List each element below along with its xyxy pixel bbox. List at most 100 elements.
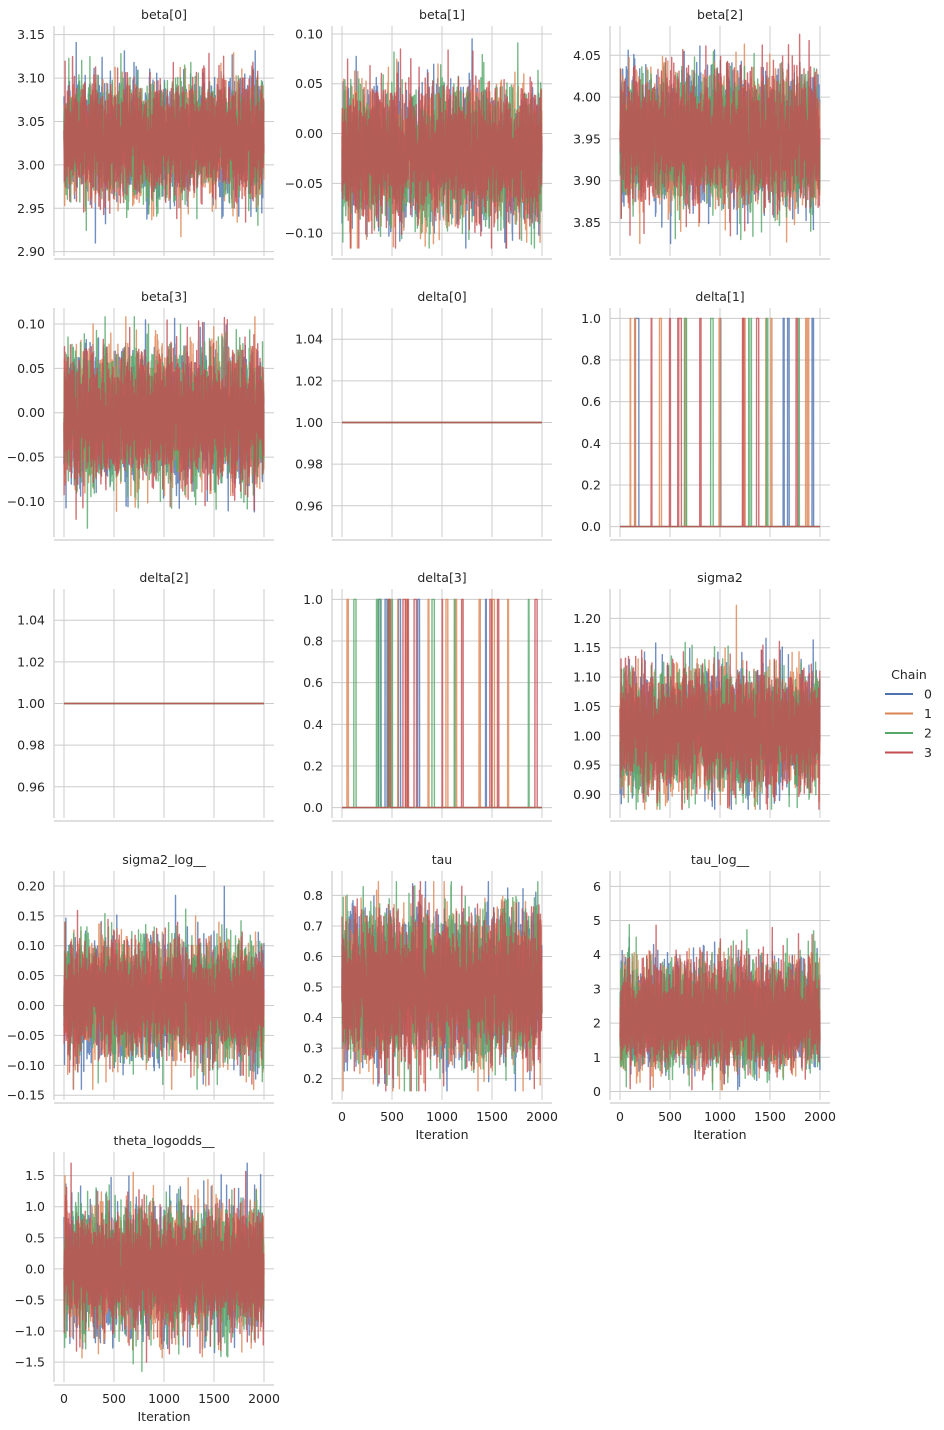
panel-title: tau xyxy=(432,852,452,867)
y-tick-label: 3.90 xyxy=(573,173,601,188)
y-tick-label: 1.10 xyxy=(573,670,601,685)
x-tick-label: 500 xyxy=(380,1109,404,1124)
y-tick-label: 0.05 xyxy=(17,361,45,376)
y-tick-label: 4.05 xyxy=(573,48,601,63)
y-tick-label: 0.96 xyxy=(295,498,323,513)
panel-title: sigma2_log__ xyxy=(122,852,206,867)
x-tick-label: 2000 xyxy=(804,1109,836,1124)
trace-panel-delta-1: delta[1] 0.0 0.2 0.4 0.6 0.8 1.0 xyxy=(581,289,830,541)
y-tick-label: 0.00 xyxy=(17,405,45,420)
series-line-chain-3 xyxy=(341,48,543,249)
trace-panel-delta-3: delta[3] 0.0 0.2 0.4 0.6 0.8 1.0 xyxy=(303,570,552,822)
y-tick-label: 1.00 xyxy=(573,728,601,743)
y-tick-label: 2 xyxy=(593,1016,601,1031)
series-line-chain-3 xyxy=(63,1162,265,1363)
y-tick-label: −1.5 xyxy=(15,1355,45,1370)
x-tick-label: 1000 xyxy=(704,1109,736,1124)
y-tick-label: 2.90 xyxy=(17,244,45,259)
y-tick-label: 6 xyxy=(593,879,601,894)
y-tick-label: 0.6 xyxy=(303,949,323,964)
y-tick-label: 1.04 xyxy=(17,613,45,628)
x-tick-label: 500 xyxy=(658,1109,682,1124)
y-tick-label: 3.00 xyxy=(17,157,45,172)
y-tick-label: 0.00 xyxy=(17,998,45,1013)
y-tick-label: 0.8 xyxy=(303,888,323,903)
x-axis-label: Iteration xyxy=(137,1409,190,1424)
series-line-chain-3 xyxy=(619,317,821,528)
y-tick-label: −1.0 xyxy=(15,1324,45,1339)
x-tick-label: 2000 xyxy=(248,1391,280,1406)
y-tick-label: 0.2 xyxy=(581,477,601,492)
trace-panel-sigma2-log: sigma2_log__ −0.15 −0.10 −0.05 0.00 0.05 0.10 0… xyxy=(7,852,274,1104)
trace-panel-beta-2: beta[2] 3.85 3.90 3.95 4.00 4.05 xyxy=(573,7,830,260)
y-tick-label: 3.95 xyxy=(573,131,601,146)
y-tick-label: 0.95 xyxy=(573,758,601,773)
y-tick-label: 0.98 xyxy=(17,738,45,753)
trace-panel-delta-0: delta[0] 0.96 0.98 1.00 1.02 1.04 xyxy=(295,289,552,541)
y-tick-label: 0.3 xyxy=(303,1041,323,1056)
y-tick-label: 1.15 xyxy=(573,640,601,655)
y-tick-label: 1.20 xyxy=(573,611,601,626)
x-tick-label: 1000 xyxy=(426,1109,458,1124)
y-tick-label: 3.05 xyxy=(17,114,45,129)
y-tick-label: −0.05 xyxy=(7,1028,45,1043)
series-line-chain-3 xyxy=(63,316,265,520)
y-tick-label: 1.02 xyxy=(17,654,45,669)
y-tick-label: 1.00 xyxy=(295,415,323,430)
y-tick-label: −0.10 xyxy=(7,1058,45,1073)
panel-title: delta[2] xyxy=(139,570,188,585)
y-tick-label: 0.10 xyxy=(295,26,323,41)
trace-panel-tau-log: tau_log__ 0 1 2 3 4 5 6 0 500 1000 1500 2000 Iteratio… xyxy=(593,852,836,1142)
y-tick-label: 4.00 xyxy=(573,90,601,105)
series-line-chain-3 xyxy=(619,33,821,237)
trace-panel-sigma2: sigma2 0.90 0.95 1.00 1.05 1.10 1.15 1.20 xyxy=(573,570,830,822)
legend-title: Chain xyxy=(891,667,927,682)
y-tick-label: 3.10 xyxy=(17,71,45,86)
panel-title: beta[3] xyxy=(141,289,187,304)
y-tick-label: 0.6 xyxy=(581,394,601,409)
series-line-chain-3 xyxy=(341,880,543,1092)
x-tick-label: 1000 xyxy=(148,1391,180,1406)
y-tick-label: 0.0 xyxy=(303,800,323,815)
x-axis-label: Iteration xyxy=(693,1127,746,1142)
y-tick-label: 0.8 xyxy=(581,353,601,368)
y-tick-label: 0.90 xyxy=(573,787,601,802)
y-tick-label: 2.95 xyxy=(17,201,45,216)
panel-title: theta_logodds__ xyxy=(114,1133,216,1148)
y-tick-label: 0.15 xyxy=(17,908,45,923)
series-line-chain-3 xyxy=(619,924,821,1091)
y-tick-label: 0.0 xyxy=(25,1261,45,1276)
y-tick-label: 5 xyxy=(593,913,601,928)
x-tick-label: 1500 xyxy=(476,1109,508,1124)
y-tick-label: 3.15 xyxy=(17,27,45,42)
y-tick-label: 1.02 xyxy=(295,373,323,388)
y-tick-label: 0.10 xyxy=(17,316,45,331)
y-tick-label: 0.4 xyxy=(303,1010,323,1025)
y-tick-label: 1.05 xyxy=(573,699,601,714)
panel-title: delta[0] xyxy=(417,289,466,304)
panel-title: delta[1] xyxy=(695,289,744,304)
legend-label-chain-2: 2 xyxy=(924,726,932,741)
y-tick-label: −0.05 xyxy=(7,450,45,465)
y-tick-label: 0.05 xyxy=(295,76,323,91)
y-tick-label: 1 xyxy=(593,1050,601,1065)
y-tick-label: 0.00 xyxy=(295,126,323,141)
y-tick-label: 0.4 xyxy=(581,436,601,451)
legend-label-chain-1: 1 xyxy=(924,706,932,721)
series-line-chain-1 xyxy=(619,317,821,528)
y-tick-label: −0.5 xyxy=(15,1292,45,1307)
y-tick-label: 0.2 xyxy=(303,1071,323,1086)
y-tick-label: −0.15 xyxy=(7,1088,45,1103)
trace-panel-delta-2: delta[2] 0.96 0.98 1.00 1.02 1.04 xyxy=(17,570,274,822)
y-tick-label: 1.5 xyxy=(25,1168,45,1183)
y-tick-label: 0.10 xyxy=(17,938,45,953)
y-tick-label: 0.8 xyxy=(303,634,323,649)
y-tick-label: 3 xyxy=(593,981,601,996)
y-tick-label: 0.05 xyxy=(17,968,45,983)
panel-title: beta[0] xyxy=(141,7,187,22)
trace-panel-beta-1: beta[1] −0.10 −0.05 0.00 0.05 0.10 xyxy=(285,7,552,260)
y-tick-label: −0.10 xyxy=(7,494,45,509)
panel-title: beta[1] xyxy=(419,7,465,22)
y-tick-label: 0.98 xyxy=(295,457,323,472)
